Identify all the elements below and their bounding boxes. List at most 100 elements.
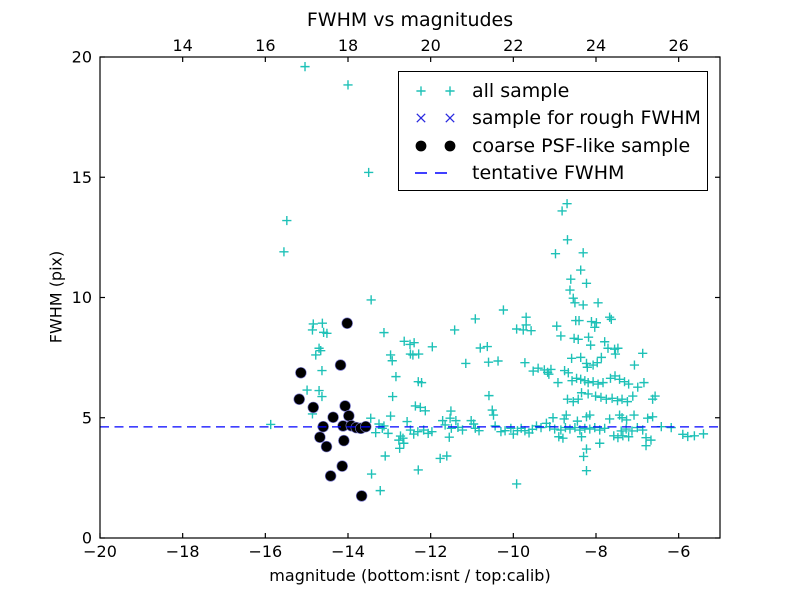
all-sample-marker [364,167,374,178]
all-sample-marker [546,364,556,375]
legend-item-all-sample: all sample [399,77,707,105]
legend-item-rough-fwhm: sample for rough FWHM [399,105,707,133]
all-sample-marker [484,391,494,401]
all-sample-marker [619,377,630,387]
coarse-psf-marker [307,401,319,414]
all-sample-marker [512,479,522,489]
all-sample-marker [605,373,616,383]
all-sample-marker [578,248,588,258]
all-sample-marker [603,343,613,353]
legend-marker-glyph [415,140,427,152]
all-sample-marker [405,339,415,349]
all-sample-marker [300,62,310,72]
all-sample-marker [451,416,461,426]
all-sample-marker [500,426,510,436]
all-sample-marker [488,410,499,420]
all-sample-marker [613,343,623,353]
all-sample-marker [550,249,561,259]
all-sample-marker [314,385,324,396]
all-sample-marker [279,247,289,257]
x-tick-label-top: 22 [503,36,523,55]
all-sample-marker [583,389,593,399]
all-sample-marker [438,416,448,426]
coarse-psf-marker [355,490,368,502]
all-sample-marker [399,336,409,346]
all-sample-marker [565,285,575,295]
all-sample-marker [576,352,586,362]
all-sample-marker [567,376,577,386]
x-tick-label-bottom: −8 [584,542,608,561]
y-tick-label: 0 [82,529,92,548]
all-sample-marker [385,350,396,360]
all-sample-marker [379,421,389,431]
all-sample-marker [600,337,610,347]
all-sample-marker [282,215,292,226]
all-sample-marker [457,425,468,435]
all-sample-marker [343,80,353,90]
all-sample-marker [487,405,497,415]
all-sample-marker [628,391,638,401]
all-sample-marker [461,358,471,368]
all-sample-marker [605,414,615,424]
all-sample-marker [627,426,637,436]
all-sample-marker [520,358,530,368]
all-sample-marker [618,431,628,441]
all-sample-marker [311,350,321,360]
all-sample-marker [585,410,595,420]
all-sample-marker [518,325,528,335]
all-sample-marker [366,413,376,423]
all-sample-marker [678,429,688,439]
all-sample-marker [548,413,558,423]
all-sample-marker [557,206,567,216]
all-sample-marker [633,382,643,392]
all-sample-marker [590,391,601,401]
all-sample-marker [612,396,623,406]
all-sample-marker [576,388,587,398]
all-sample-marker [442,451,452,461]
all-sample-marker [562,199,572,209]
x-tick-label-top: 16 [255,36,275,55]
x-tick-label-bottom: −10 [496,542,530,561]
all-sample-marker [398,433,408,443]
all-sample-marker [366,295,376,305]
all-sample-marker [483,357,494,367]
y-tick-label: 5 [82,408,92,427]
all-sample-marker [474,426,484,436]
x-tick-label-bottom: −6 [667,542,691,561]
x-tick-label-bottom: −18 [166,542,200,561]
all-sample-marker [574,315,584,326]
all-sample-marker [387,356,397,366]
all-sample-marker [556,331,566,341]
all-sample-marker [567,353,577,363]
all-sample-marker [572,416,582,426]
all-sample-marker [391,372,401,382]
all-sample-marker [593,379,603,389]
x-tick-label-top: 18 [338,36,358,55]
legend-marker-glyph [445,86,455,96]
x-tick-label-bottom: −16 [248,542,282,561]
coarse-psf-marker [327,411,339,423]
all-sample-marker [322,328,332,338]
coarse-psf-marker [341,317,353,329]
x-marker-icon [416,113,455,123]
coarse-psf-marker [320,440,333,453]
all-sample-marker [583,332,594,342]
all-sample-marker [388,391,398,402]
y-tick-label: 15 [72,168,92,187]
all-sample-marker [622,397,633,407]
all-sample-marker [408,350,418,360]
all-sample-marker [576,265,586,275]
all-sample-marker [553,378,563,388]
legend-marker-glyph [416,113,426,123]
all-sample-marker [646,435,656,445]
all-sample-marker [585,424,595,434]
all-sample-marker [560,423,571,433]
all-sample-marker [526,326,536,336]
all-sample-marker [573,394,583,404]
dashed-line-icon [415,172,447,175]
coarse-psf-marker [343,410,355,422]
all-sample-marker [582,362,592,372]
coarse-psf-marker [324,470,337,482]
